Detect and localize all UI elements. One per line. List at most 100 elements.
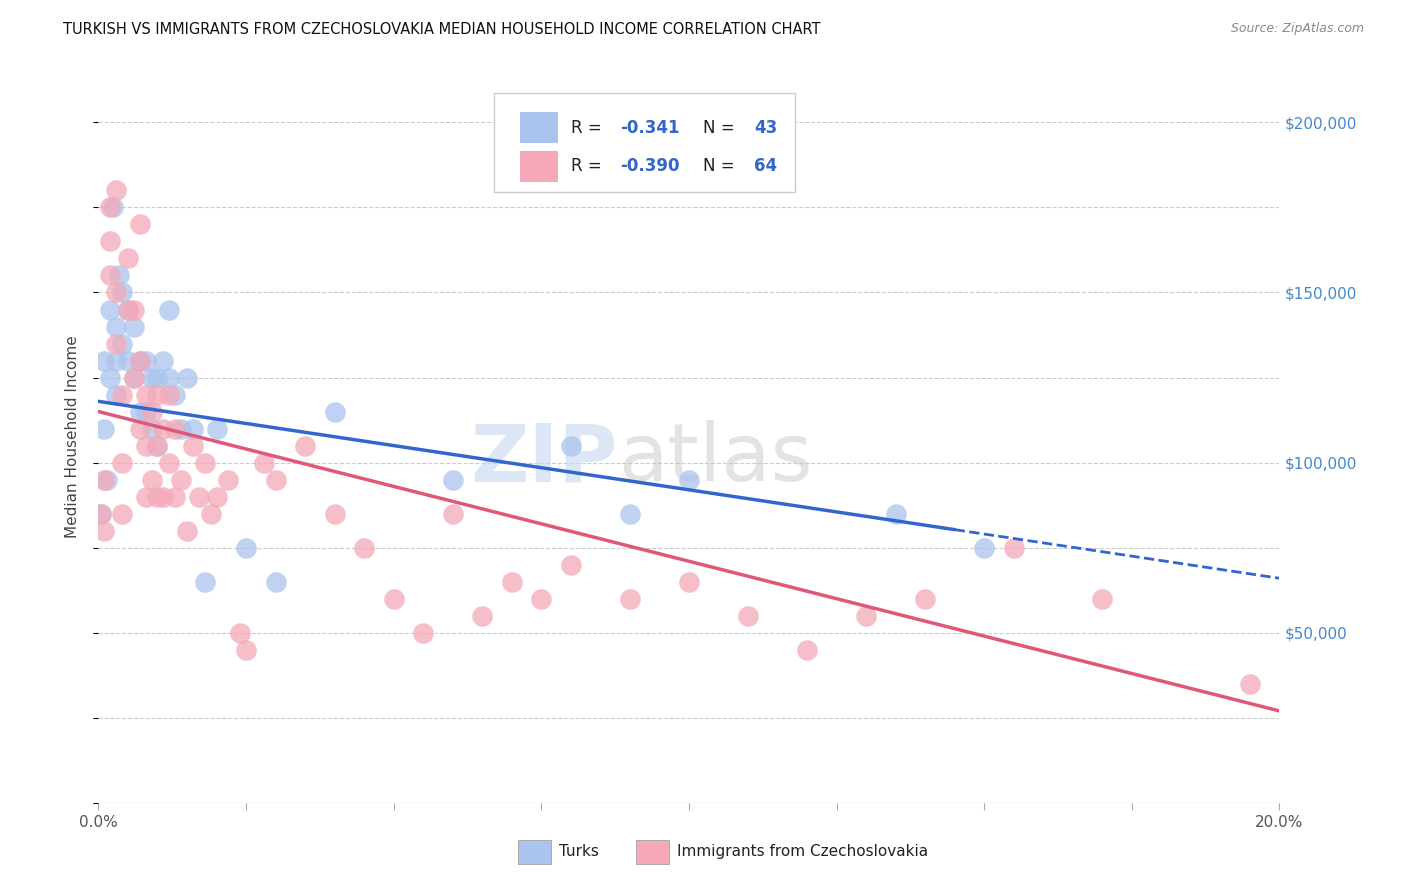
- Point: [105, 387, 128, 401]
- Point: [141, 404, 163, 418]
- Text: ZIP: ZIP: [471, 420, 619, 498]
- Text: R =: R =: [571, 158, 607, 176]
- Point: [105, 285, 128, 300]
- Text: N =: N =: [703, 119, 740, 136]
- Point: [176, 370, 198, 384]
- Point: [1091, 591, 1114, 606]
- Point: [135, 490, 157, 504]
- Text: Turks: Turks: [560, 845, 599, 859]
- Text: N =: N =: [703, 158, 740, 176]
- Bar: [636, 840, 669, 863]
- Point: [194, 574, 217, 589]
- Point: [98, 201, 121, 215]
- Text: -0.390: -0.390: [620, 158, 681, 176]
- Point: [135, 387, 157, 401]
- Point: [530, 591, 553, 606]
- Point: [441, 473, 464, 487]
- Point: [105, 336, 128, 351]
- Point: [1239, 677, 1261, 691]
- Point: [884, 507, 907, 521]
- Point: [152, 490, 174, 504]
- Point: [973, 541, 995, 555]
- Point: [235, 541, 257, 555]
- Point: [176, 524, 198, 538]
- Point: [152, 421, 174, 435]
- Text: 64: 64: [754, 158, 778, 176]
- Point: [111, 285, 134, 300]
- Point: [560, 439, 582, 453]
- Point: [737, 608, 759, 623]
- Point: [141, 421, 163, 435]
- Point: [128, 353, 150, 368]
- Point: [619, 591, 641, 606]
- Point: [122, 319, 145, 334]
- Point: [128, 421, 150, 435]
- Point: [146, 439, 169, 453]
- Point: [235, 642, 257, 657]
- Text: Source: ZipAtlas.com: Source: ZipAtlas.com: [1230, 22, 1364, 36]
- Point: [122, 370, 145, 384]
- Point: [117, 353, 139, 368]
- Point: [93, 524, 115, 538]
- Point: [412, 625, 434, 640]
- Point: [205, 421, 228, 435]
- Point: [471, 608, 494, 623]
- Point: [146, 439, 169, 453]
- Point: [98, 268, 121, 283]
- Point: [264, 574, 287, 589]
- Point: [111, 456, 134, 470]
- Point: [205, 490, 228, 504]
- Point: [103, 201, 125, 215]
- Point: [1002, 541, 1025, 555]
- Text: TURKISH VS IMMIGRANTS FROM CZECHOSLOVAKIA MEDIAN HOUSEHOLD INCOME CORRELATION CH: TURKISH VS IMMIGRANTS FROM CZECHOSLOVAKI…: [63, 22, 821, 37]
- FancyBboxPatch shape: [494, 94, 796, 192]
- Point: [157, 302, 180, 317]
- Point: [117, 302, 139, 317]
- Point: [560, 558, 582, 572]
- Point: [157, 387, 180, 401]
- Y-axis label: Median Household Income: Median Household Income: [65, 335, 80, 539]
- Point: [152, 353, 174, 368]
- Point: [111, 387, 134, 401]
- Point: [96, 473, 118, 487]
- Point: [111, 507, 134, 521]
- Bar: [520, 112, 558, 143]
- Point: [217, 473, 239, 487]
- Point: [105, 353, 128, 368]
- Point: [165, 421, 187, 435]
- Point: [146, 490, 169, 504]
- Point: [135, 353, 157, 368]
- Point: [194, 456, 217, 470]
- Point: [170, 421, 193, 435]
- Point: [323, 507, 346, 521]
- Point: [146, 370, 169, 384]
- Point: [353, 541, 375, 555]
- Point: [323, 404, 346, 418]
- Point: [93, 421, 115, 435]
- Point: [105, 183, 128, 197]
- Point: [181, 421, 204, 435]
- Point: [98, 370, 121, 384]
- Point: [108, 268, 131, 283]
- Point: [128, 353, 150, 368]
- Point: [796, 642, 818, 657]
- Point: [181, 439, 204, 453]
- Point: [146, 387, 169, 401]
- Point: [678, 574, 700, 589]
- Point: [619, 507, 641, 521]
- Point: [122, 370, 145, 384]
- Point: [264, 473, 287, 487]
- Text: Immigrants from Czechoslovakia: Immigrants from Czechoslovakia: [678, 845, 928, 859]
- Point: [294, 439, 316, 453]
- Point: [90, 507, 112, 521]
- Point: [117, 302, 139, 317]
- Point: [200, 507, 222, 521]
- Point: [117, 252, 139, 266]
- Point: [157, 370, 180, 384]
- Point: [165, 490, 187, 504]
- Point: [98, 235, 121, 249]
- Point: [382, 591, 405, 606]
- Point: [111, 336, 134, 351]
- Bar: [517, 840, 551, 863]
- Point: [141, 473, 163, 487]
